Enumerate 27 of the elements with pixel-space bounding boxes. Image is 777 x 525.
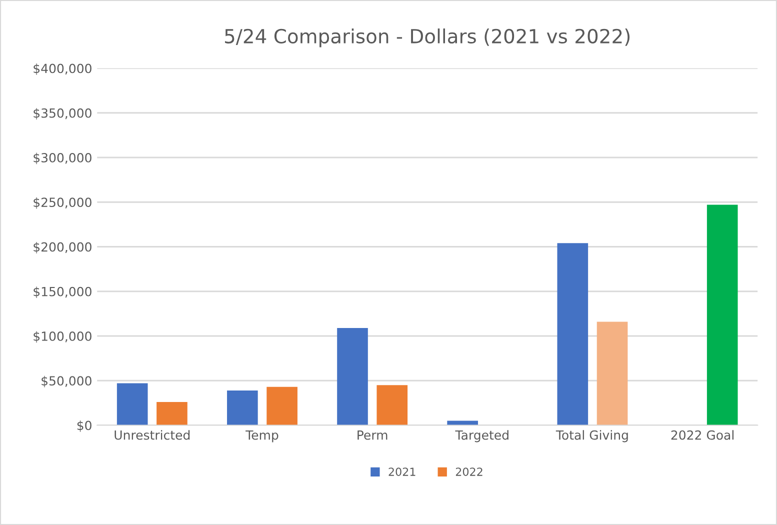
x-tick-label: Targeted bbox=[455, 430, 508, 442]
x-tick-label: Temp bbox=[246, 430, 278, 442]
x-tick-label: Perm bbox=[358, 430, 388, 440]
y-tick-label: $200,000 bbox=[34, 242, 92, 254]
legend-label: 2021 bbox=[388, 468, 416, 476]
bar bbox=[227, 390, 258, 426]
y-tick-label: $300,000 bbox=[34, 152, 92, 164]
bar bbox=[596, 322, 628, 426]
x-tick-label: Unrestricted bbox=[114, 430, 190, 440]
y-tick-label: $250,000 bbox=[34, 197, 92, 209]
legend-label: 2022 bbox=[456, 468, 482, 476]
y-tick-label: $400,000 bbox=[34, 64, 92, 75]
bar bbox=[706, 204, 738, 426]
y-tick-label: $100,000 bbox=[34, 331, 92, 343]
bar bbox=[337, 328, 368, 426]
x-tick-label: 2022 Goal bbox=[671, 430, 734, 440]
chart-title: 5/24 Comparison - Dollars (2021 vs 2022) bbox=[225, 28, 630, 48]
bar bbox=[376, 385, 408, 426]
y-tick-label: $50,000 bbox=[42, 376, 92, 388]
x-tick-label: Total Giving bbox=[556, 430, 628, 442]
y-tick-label: $350,000 bbox=[34, 108, 92, 120]
y-tick-label: $0 bbox=[77, 420, 92, 432]
y-tick-label: $150,000 bbox=[34, 286, 92, 298]
bar bbox=[266, 386, 298, 426]
bar bbox=[156, 402, 188, 426]
bar bbox=[557, 243, 588, 426]
bar bbox=[116, 383, 148, 426]
